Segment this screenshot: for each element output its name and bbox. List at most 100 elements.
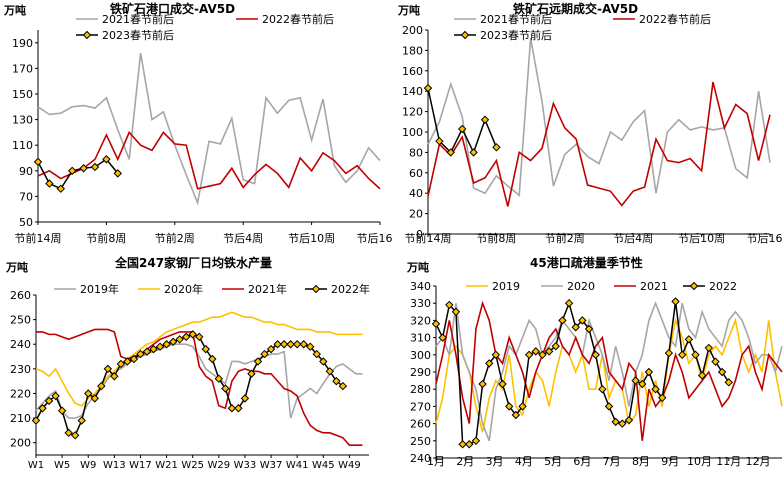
legend-label: 2022春节前后 (262, 12, 334, 26)
y-tick-label: 320 (410, 314, 431, 327)
x-tick-label: 10月 (687, 455, 712, 468)
data-point-marker (538, 350, 547, 360)
legend-marker (460, 30, 470, 40)
x-tick-label: W25 (181, 460, 204, 471)
data-point-marker (511, 410, 521, 420)
x-tick-label: 节前2周 (545, 231, 585, 245)
data-point-marker (201, 344, 210, 354)
data-point-marker (664, 348, 674, 358)
x-tick-label: 节前8周 (86, 231, 126, 245)
data-point-marker (123, 357, 132, 366)
data-point-marker (438, 333, 447, 342)
data-point-marker (458, 440, 467, 449)
y-tick-label: 260 (10, 289, 31, 302)
data-point-marker (70, 431, 80, 440)
x-tick-label: W13 (103, 460, 126, 471)
y-tick-label: 0 (416, 228, 423, 241)
legend-label: 2023春节前后 (480, 28, 552, 42)
data-point-marker (273, 340, 282, 349)
legend-label: 2021春节前后 (480, 12, 552, 26)
data-point-marker (240, 394, 250, 403)
chart-title: 铁矿石远期成交-AV5D (513, 1, 638, 16)
data-point-marker (84, 389, 93, 398)
data-point-marker (56, 184, 66, 193)
chart-svg: 45港口疏港量季节性 万吨 240 250 260 270 280 290 300 310 320 3… (406, 255, 783, 468)
data-point-marker (33, 157, 43, 167)
data-point-marker (234, 404, 243, 413)
y-tick-label: 300 (410, 349, 431, 362)
x-tick-label: 节后16周 (357, 232, 393, 245)
data-point-marker (697, 371, 707, 380)
data-point-marker (480, 115, 490, 124)
data-point-marker (677, 350, 687, 360)
chart-title: 全国247家钢厂日均铁水产量 (114, 255, 272, 270)
data-point-marker (227, 404, 237, 413)
x-tick-label: W5 (54, 460, 70, 471)
x-tick-label: 节前2周 (155, 231, 195, 245)
y-tick-label: 250 (410, 435, 431, 448)
legend-label: 2021春节前后 (102, 12, 174, 26)
data-point-marker (325, 367, 335, 376)
data-point-marker (103, 364, 113, 374)
y-tick-label: 310 (410, 332, 431, 345)
series-line-1 (37, 130, 381, 190)
legend-label: 2019年 (80, 282, 119, 296)
data-point-marker (618, 419, 627, 428)
data-point-marker (247, 369, 256, 378)
x-tick-label: 11月 (716, 455, 741, 468)
y-tick-label: 170 (12, 62, 33, 75)
x-tick-label: W21 (155, 460, 178, 471)
data-point-marker (266, 344, 276, 354)
data-point-marker (435, 136, 444, 146)
data-point-marker (286, 340, 295, 349)
x-tick-label: W37 (260, 460, 283, 471)
x-tick-label: W9 (80, 460, 96, 471)
data-point-marker (51, 391, 60, 401)
data-point-marker (451, 307, 461, 317)
x-tick-label: 节后10周 (288, 232, 335, 245)
data-point-marker (136, 349, 145, 359)
x-tick-label: W45 (312, 460, 335, 471)
series-line-1 (35, 311, 363, 407)
x-tick-label: 12月 (746, 455, 771, 468)
data-point-marker (691, 350, 700, 360)
data-point-marker (168, 337, 178, 346)
data-point-marker (611, 417, 620, 427)
data-point-marker (638, 379, 647, 389)
series-line-0 (427, 38, 771, 197)
x-tick-label: W33 (234, 460, 257, 471)
data-point-marker (181, 332, 191, 342)
data-point-marker (260, 349, 269, 359)
data-point-marker (338, 381, 348, 391)
data-point-marker (279, 340, 289, 349)
y-tick-label: 330 (410, 297, 431, 310)
y-axis-unit: 万吨 (397, 3, 420, 17)
x-tick-label: W1 (28, 460, 44, 471)
chart-port-dispatch-seasonal: 45港口疏港量季节性 万吨 240 250 260 270 280 290 300 310 320 3… (392, 250, 783, 500)
y-tick-label: 60 (409, 167, 423, 180)
y-tick-label: 280 (410, 383, 431, 396)
data-point-marker (45, 179, 54, 188)
series-line-2 (435, 300, 783, 441)
x-tick-label: 2月 (456, 455, 474, 468)
data-point-marker (671, 297, 680, 306)
y-tick-label: 120 (402, 106, 423, 119)
data-point-marker (644, 367, 654, 377)
data-point-marker (38, 404, 47, 413)
y-tick-label: 80 (409, 146, 423, 159)
data-point-marker (312, 349, 321, 359)
data-point-marker (446, 148, 456, 157)
data-point-marker (77, 416, 86, 425)
data-point-marker (155, 342, 165, 351)
chart-svg: 铁矿石港口成交-AV5D 万吨 50 70 90 110 130 150 170 190 节前14周… (3, 1, 393, 245)
data-point-marker (724, 378, 733, 387)
legend-label: 2022年 (331, 282, 370, 296)
legend-label: 2020年 (164, 282, 203, 296)
legend-label: 2021年 (248, 282, 287, 296)
x-tick-label: 4月 (515, 455, 533, 468)
data-point-marker (465, 440, 474, 449)
legend-label: 2019 (492, 280, 520, 293)
data-point-marker (469, 148, 478, 157)
data-point-marker (492, 143, 501, 152)
y-tick-label: 290 (410, 366, 431, 379)
